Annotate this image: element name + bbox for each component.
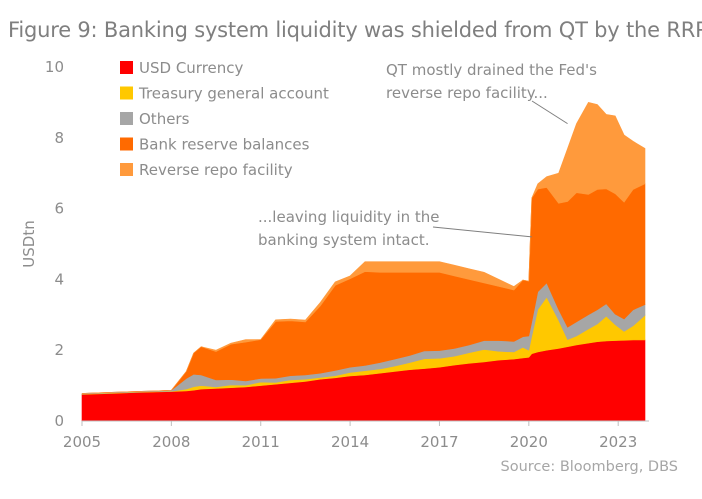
y-tick-label: 4 [54,270,64,288]
legend-label: Reverse repo facility [139,161,293,179]
y-tick-label: 8 [54,129,64,147]
chart-title: Figure 9: Banking system liquidity was s… [8,18,702,42]
legend-label: Others [139,110,190,128]
y-tick-label: 10 [45,58,64,76]
legend-swatch [120,112,133,125]
x-axis [81,420,649,426]
x-tick-label: 2014 [331,433,369,451]
annotation-leader-line [432,226,532,238]
x-tick-label: 2017 [420,433,458,451]
x-tick-labels: 2005 2008 2011 2014 2017 2020 2023 [63,433,637,451]
legend-swatch [120,163,133,176]
y-tick-label: 6 [54,200,64,218]
legend-label: Treasury general account [138,85,329,103]
legend-label: USD Currency [139,59,244,77]
x-tick-label: 2011 [242,433,280,451]
x-tick-label: 2005 [63,433,101,451]
annotation-text: reverse repo facility... [386,84,548,102]
legend-swatch [120,86,133,100]
annotation-text: ...leaving liquidity in the [258,208,440,226]
legend-swatch [120,137,133,151]
x-tick-label: 2008 [152,433,190,451]
annotation-text: QT mostly drained the Fed's [386,61,597,79]
y-axis-label: USDtn [20,220,38,267]
y-tick-label: 2 [54,341,64,359]
x-tick-label: 2023 [599,433,637,451]
area-reverse-repo-facility [81,102,646,394]
annotation-text: banking system intact. [258,231,430,249]
annotation-leader-line [531,100,568,125]
x-tick-label: 2020 [510,433,548,451]
legend-swatch [120,61,133,74]
annotations: QT mostly drained the Fed's reverse repo … [258,61,597,249]
y-axis: 0 2 4 6 8 10 [45,58,64,430]
y-tick-label: 0 [54,412,64,430]
legend: USD Currency Treasury general account Othe… [120,59,329,179]
legend-label: Bank reserve balances [139,136,310,154]
source-note: Source: Bloomberg, DBS [500,459,678,475]
